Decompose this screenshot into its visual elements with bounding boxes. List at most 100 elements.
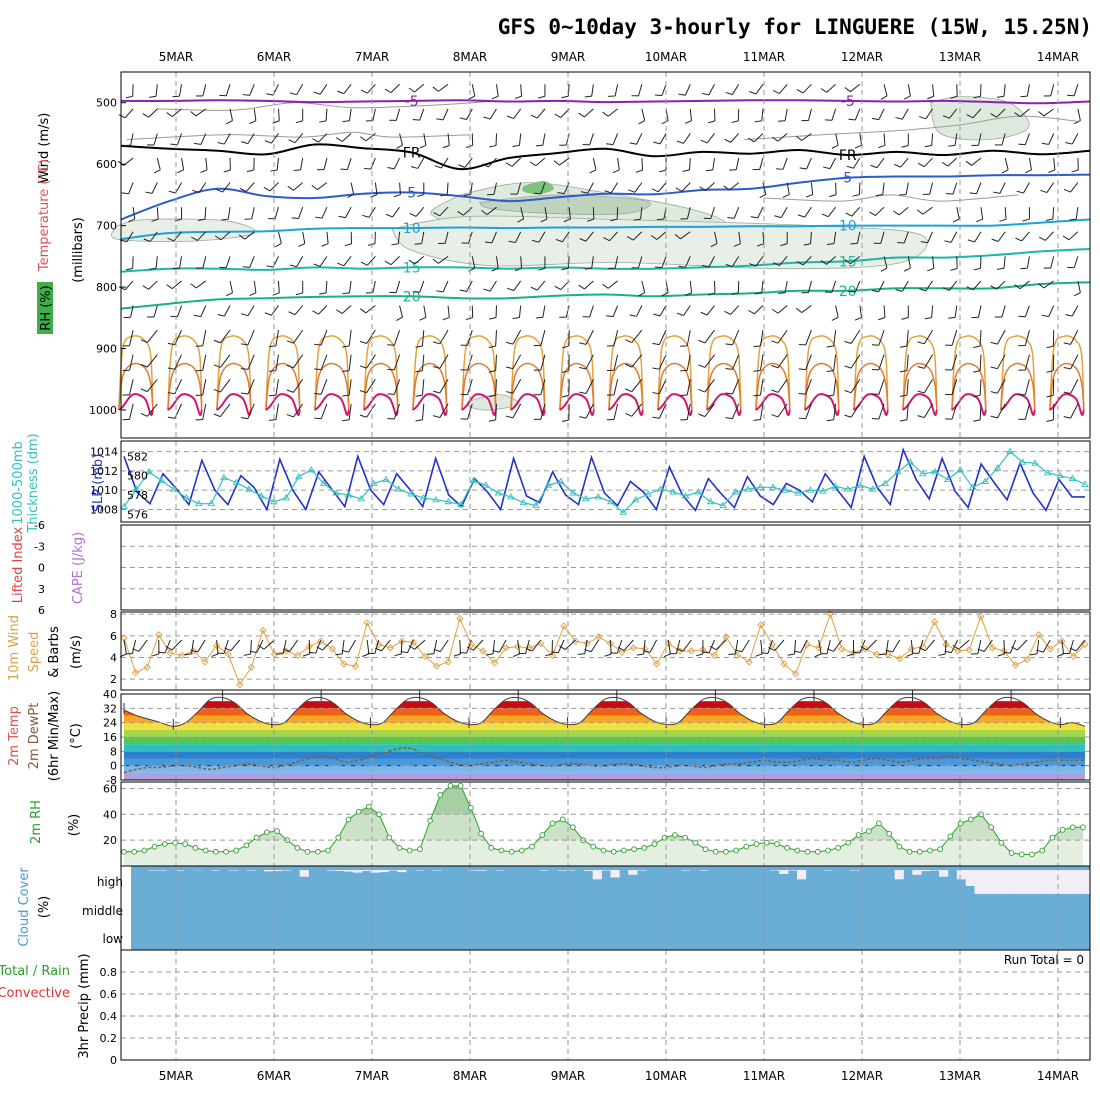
wind-speed-marker — [734, 651, 742, 659]
wind-speed-marker — [977, 612, 985, 620]
wind-speed-marker — [618, 648, 626, 656]
rh-marker — [916, 848, 923, 855]
wind-barb — [606, 133, 619, 146]
wind-barb — [950, 84, 958, 99]
wind-barb — [612, 157, 620, 174]
wind-barb — [759, 182, 767, 199]
wind-barb — [465, 305, 474, 321]
wind-barb — [342, 108, 352, 123]
wind-barb — [723, 182, 740, 191]
high-cloud-gap — [175, 870, 185, 871]
wind-barb — [579, 379, 594, 395]
wind-barb — [122, 354, 134, 372]
isotherm-FR — [120, 143, 1091, 171]
li-tick: -3 — [34, 540, 45, 553]
thickness-marker — [319, 479, 328, 486]
wind-barb — [272, 280, 280, 296]
wind-barb — [927, 84, 935, 100]
high-cloud-gap — [1054, 870, 1064, 894]
wind-barb — [990, 108, 1006, 118]
wind-barb — [654, 84, 667, 97]
date-label-top: 12MAR — [841, 50, 883, 64]
wind-barb — [578, 108, 594, 118]
wind-barb — [1062, 231, 1079, 241]
wind-barb-10m — [152, 639, 160, 657]
wind-barb — [725, 379, 740, 395]
rh-marker — [906, 848, 913, 855]
wind-speed-marker — [375, 640, 383, 649]
wind-barb — [1038, 231, 1055, 241]
thickness-marker — [918, 469, 927, 477]
wind-barb — [700, 133, 715, 144]
wind-barb-10m — [906, 639, 914, 657]
wind-barb — [725, 84, 740, 95]
wind-barb — [941, 157, 958, 167]
ylabel-speed: Speed — [27, 632, 42, 673]
wind-barb — [952, 207, 960, 223]
wind-barb — [1018, 403, 1030, 420]
wind-barb — [676, 133, 691, 144]
wind-barb — [240, 403, 255, 420]
t-darkorange-contour — [559, 362, 595, 411]
wind-barb — [917, 329, 933, 345]
wind-speed-marker — [490, 659, 499, 667]
wind-barb — [268, 330, 279, 348]
rh-marker — [743, 843, 750, 850]
rh-marker — [233, 847, 240, 854]
wind-barb — [1014, 280, 1030, 290]
rh-tick: 40 — [103, 808, 117, 821]
thickness-marker — [419, 494, 428, 501]
wind-barb — [603, 231, 618, 242]
wind-barb — [195, 403, 207, 421]
cloud-level-label: low — [103, 932, 124, 946]
wind-barb — [488, 354, 497, 373]
wind-barb — [778, 280, 788, 294]
high-cloud-gap — [557, 870, 567, 871]
wind-barb — [142, 280, 158, 290]
t-magenta-contour — [804, 393, 840, 416]
wind-barb — [200, 157, 208, 173]
wind-barb — [396, 133, 403, 149]
wind-barb — [625, 354, 643, 368]
ylabel-2m-dewpt: 2m DewPt — [27, 703, 42, 770]
wind-barb — [412, 108, 425, 121]
cloud-level-label: high — [97, 875, 123, 889]
wind-barb — [123, 305, 134, 319]
wind-barb — [946, 182, 958, 195]
wind-barb — [238, 231, 255, 240]
wind-barb — [602, 108, 618, 117]
wind-speed-marker — [317, 637, 325, 645]
wind-barb — [899, 379, 909, 397]
t-magenta-contour — [657, 393, 693, 416]
wind-barb — [1045, 207, 1055, 221]
wind-barb-10m — [1062, 639, 1074, 654]
wind-speed-marker — [930, 618, 939, 626]
wind-barb — [1046, 379, 1055, 398]
cloud-cover-panel: high middle low Cloud Cover (%) — [17, 866, 1091, 950]
wind-barb — [701, 84, 715, 96]
wind-barb — [845, 206, 861, 217]
wind-barb — [459, 280, 473, 293]
wind-barb — [363, 157, 376, 170]
high-cloud-gap — [1072, 870, 1082, 894]
thickness-marker — [619, 508, 628, 515]
rh-marker — [192, 845, 199, 851]
wind-barb — [996, 84, 1006, 98]
wind-barb — [337, 256, 352, 267]
wind-barb — [409, 206, 425, 217]
wind-tick: 4 — [110, 652, 117, 665]
wind-barb — [893, 206, 909, 216]
high-cloud-gap — [974, 870, 984, 894]
wind-barb — [871, 403, 885, 420]
thickness-marker — [557, 477, 565, 484]
wind-barb — [750, 206, 764, 219]
thickness-marker — [1006, 447, 1014, 455]
wind-speed-marker — [386, 644, 394, 652]
wind-barb — [1073, 280, 1081, 297]
wind-barb — [481, 206, 497, 215]
rh-marker — [672, 832, 678, 838]
wind-barb — [533, 182, 546, 195]
wind-barb — [700, 305, 715, 316]
rh-marker — [835, 845, 841, 851]
wind-barb — [506, 280, 522, 292]
